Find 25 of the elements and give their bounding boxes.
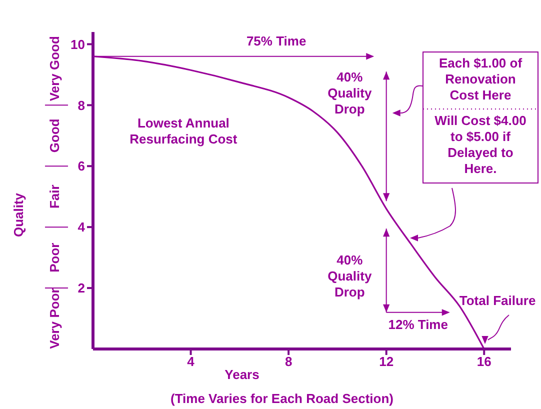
text: Good (47, 118, 62, 153)
annotation: 75% Time (246, 34, 306, 50)
text: Very Poor (47, 288, 62, 349)
annotation: Lowest Annual Resurfacing Cost (130, 116, 238, 148)
text: Poor (47, 242, 62, 272)
x-tick-label: 12 (379, 354, 394, 370)
x-tick-label: 4 (187, 354, 196, 370)
annotation: 12% Time (388, 318, 448, 333)
annotation: Total Failure (459, 293, 536, 308)
y-tick-label: 10 (70, 36, 85, 52)
x-axis-title: Years (224, 367, 260, 382)
text: (Time Varies for Each Road Section) (170, 391, 394, 406)
y-tick-label: 4 (78, 220, 86, 235)
annotation: Will Cost $4.00 to $5.00 if Delayed to Here. (434, 113, 526, 176)
y-tick-label: 2 (78, 280, 85, 296)
y-tick-label: 8 (78, 98, 85, 113)
annotation: Each $1.00 of Renovation Cost Here (438, 56, 523, 103)
x-tick-label: 8 (284, 354, 292, 370)
y-axis-title: Quality (11, 192, 26, 238)
annotation: 40% Quality Drop (328, 252, 372, 300)
text: Very Good (47, 36, 62, 102)
x-tick-label: 16 (476, 354, 492, 370)
annotation: 40% Quality Drop (328, 70, 372, 117)
y-tick-label: 6 (78, 158, 85, 174)
text: Fair (47, 184, 62, 209)
